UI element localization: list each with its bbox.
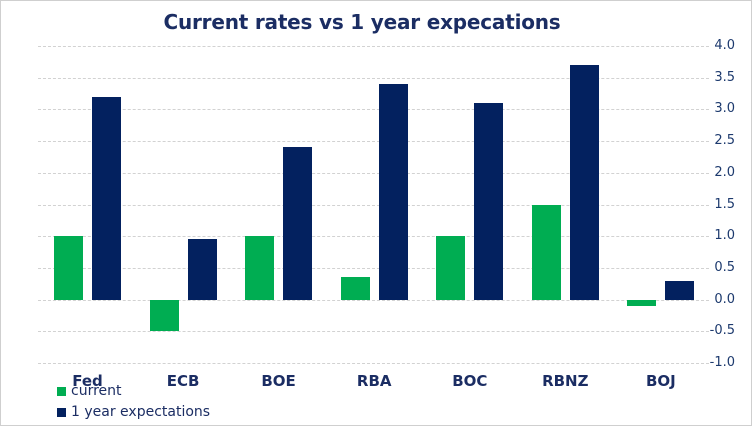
plot-area — [38, 46, 709, 364]
bar-expectations-fed — [92, 96, 121, 300]
gridline — [38, 299, 709, 301]
gridline — [38, 141, 709, 143]
gridline — [38, 236, 709, 238]
bar-current-boc — [436, 236, 466, 300]
bar-expectations-rba — [378, 84, 408, 300]
legend: current 1 year expectations — [57, 384, 210, 425]
gridline — [38, 109, 709, 111]
gridline — [38, 331, 709, 333]
x-axis-label-boe: BOE — [261, 372, 296, 390]
bar-current-fed — [54, 236, 83, 300]
legend-item-expectations: 1 year expectations — [57, 405, 210, 419]
legend-label-expectations: 1 year expectations — [71, 404, 211, 420]
gridline — [38, 363, 709, 364]
x-axis-label-boc: BOC — [452, 372, 488, 390]
x-axis-label-boj: BOJ — [646, 372, 676, 390]
legend-label-current: current — [71, 383, 122, 399]
legend-item-current: current — [57, 384, 210, 398]
gridline — [38, 46, 709, 47]
bar-current-rba — [340, 277, 370, 300]
bar-expectations-boe — [283, 147, 313, 300]
bar-expectations-rbnz — [569, 65, 599, 300]
bar-expectations-boc — [474, 103, 504, 300]
bar-expectations-ecb — [187, 239, 217, 300]
bar-current-rbnz — [531, 204, 561, 300]
bar-current-boe — [245, 236, 275, 300]
bar-expectations-boj — [665, 280, 695, 300]
gridline — [38, 204, 709, 206]
chart-title: Current rates vs 1 year expecations — [163, 10, 561, 34]
bar-current-boj — [627, 299, 657, 306]
legend-swatch-current — [57, 386, 66, 396]
gridline — [38, 172, 709, 174]
legend-swatch-expectations — [57, 407, 66, 417]
gridline — [38, 267, 709, 269]
x-axis-label-rba: RBA — [356, 372, 392, 390]
x-axis-label-rbnz: RBNZ — [542, 372, 589, 390]
bar-current-ecb — [149, 299, 179, 332]
gridline — [38, 77, 709, 79]
